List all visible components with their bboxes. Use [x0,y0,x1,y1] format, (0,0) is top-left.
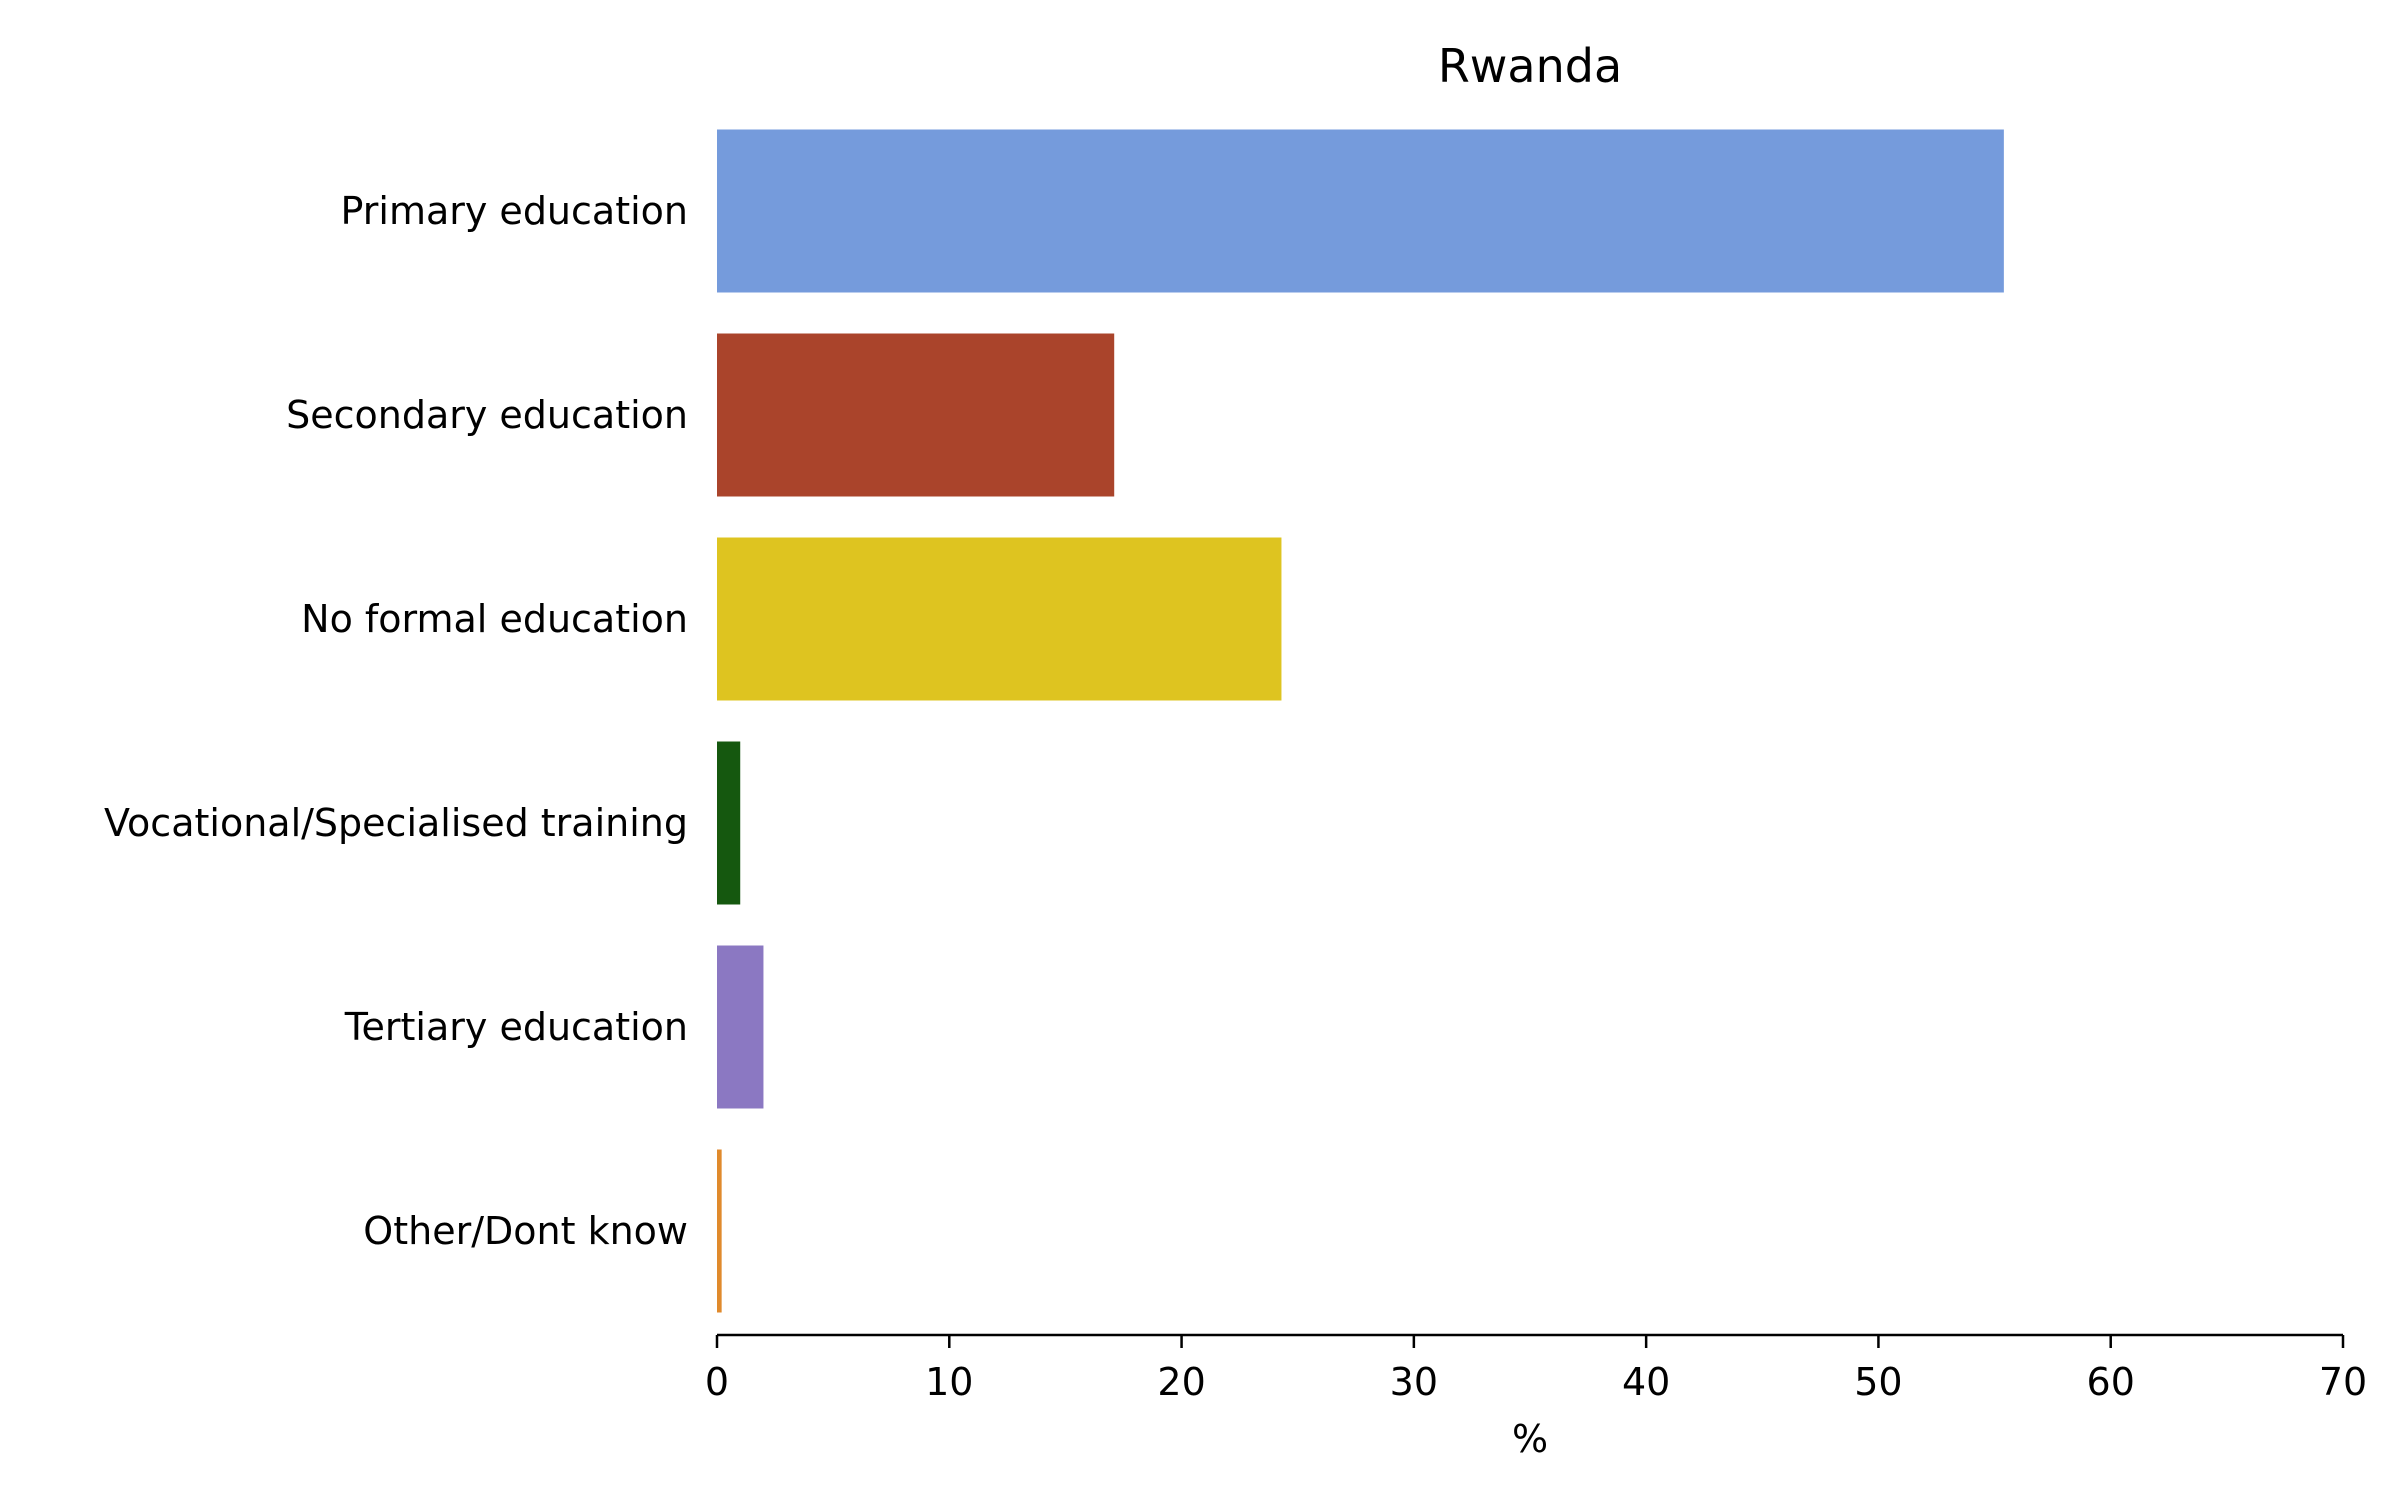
x-axis-ticks: 0 10 20 30 40 50 60 70 [705,1335,2367,1404]
category-label: Vocational/Specialised training [104,801,688,845]
x-tick-label: 10 [925,1360,973,1404]
category-labels: Primary education Secondary education No f… [104,189,688,1253]
category-label: Other/Dont know [363,1209,688,1253]
bars-layer [717,129,2004,1313]
category-label: No formal education [301,597,688,641]
x-tick-label: 40 [1622,1360,1670,1404]
x-tick-label: 50 [1854,1360,1902,1404]
category-label: Primary education [341,189,688,233]
bar-primary-education [717,129,2004,293]
bar-no-formal-education [717,537,1282,701]
bar-vocational-specialised-training [717,741,741,905]
category-label: Tertiary education [344,1005,688,1049]
x-tick-label: 70 [2319,1360,2367,1404]
x-tick-label: 0 [705,1360,729,1404]
bar-tertiary-education [717,945,764,1109]
x-tick-label: 20 [1157,1360,1205,1404]
x-tick-label: 60 [2087,1360,2135,1404]
bar-secondary-education [717,333,1115,497]
x-tick-label: 30 [1390,1360,1438,1404]
bar-other-dont-know [717,1149,722,1313]
x-axis-label: % [1512,1417,1548,1461]
chart-title: Rwanda [1438,39,1622,93]
category-label: Secondary education [286,393,688,437]
